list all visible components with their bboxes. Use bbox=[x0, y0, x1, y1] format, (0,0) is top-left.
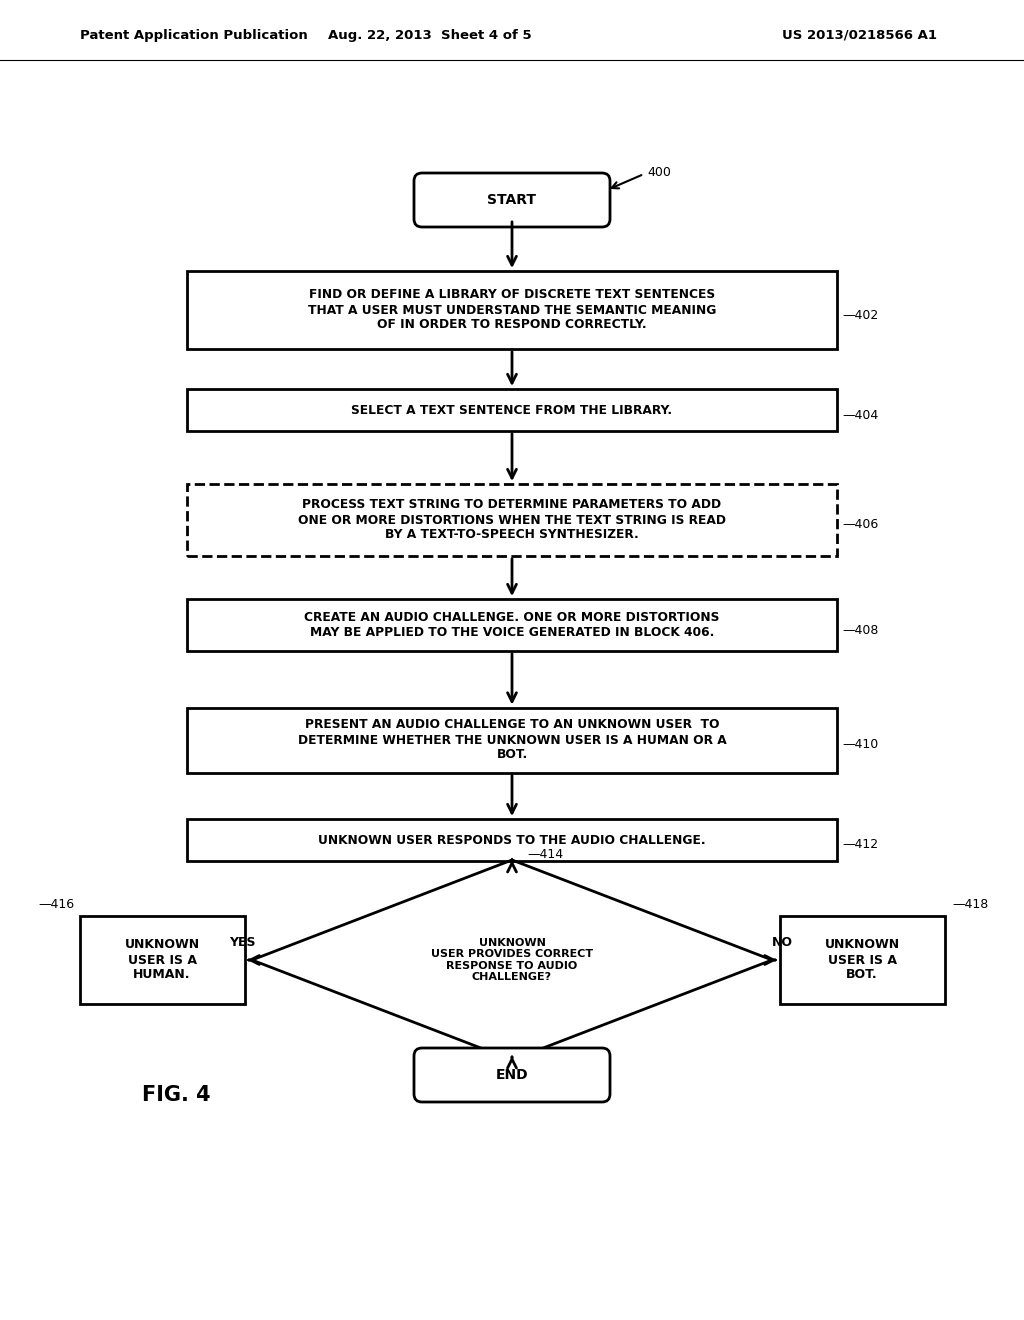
Text: SELECT A TEXT SENTENCE FROM THE LIBRARY.: SELECT A TEXT SENTENCE FROM THE LIBRARY. bbox=[351, 404, 673, 417]
Text: UNKNOWN
USER PROVIDES CORRECT
RESPONSE TO AUDIO
CHALLENGE?: UNKNOWN USER PROVIDES CORRECT RESPONSE T… bbox=[431, 937, 593, 982]
Text: —406: —406 bbox=[842, 519, 879, 532]
Bar bbox=[187, 271, 837, 348]
Text: US 2013/0218566 A1: US 2013/0218566 A1 bbox=[782, 29, 938, 41]
Text: —404: —404 bbox=[842, 408, 879, 421]
Text: —412: —412 bbox=[842, 838, 879, 851]
Text: —418: —418 bbox=[952, 898, 989, 911]
Bar bbox=[187, 599, 837, 651]
Text: PROCESS TEXT STRING TO DETERMINE PARAMETERS TO ADD
ONE OR MORE DISTORTIONS WHEN : PROCESS TEXT STRING TO DETERMINE PARAMET… bbox=[298, 499, 726, 541]
FancyBboxPatch shape bbox=[414, 1048, 610, 1102]
Text: UNKNOWN
USER IS A
HUMAN.: UNKNOWN USER IS A HUMAN. bbox=[125, 939, 200, 982]
Bar bbox=[187, 484, 837, 556]
Text: 400: 400 bbox=[647, 165, 671, 178]
Bar bbox=[187, 389, 837, 432]
Text: —408: —408 bbox=[842, 623, 879, 636]
Bar bbox=[779, 916, 944, 1005]
Text: —414: —414 bbox=[527, 849, 563, 862]
Text: YES: YES bbox=[228, 936, 255, 949]
Bar bbox=[187, 708, 837, 772]
Bar bbox=[80, 916, 245, 1005]
Text: UNKNOWN
USER IS A
BOT.: UNKNOWN USER IS A BOT. bbox=[824, 939, 899, 982]
Text: Patent Application Publication: Patent Application Publication bbox=[80, 29, 308, 41]
Text: —402: —402 bbox=[842, 309, 879, 322]
Bar bbox=[187, 818, 837, 861]
Text: —416: —416 bbox=[38, 898, 75, 911]
Text: END: END bbox=[496, 1068, 528, 1082]
Text: —410: —410 bbox=[842, 738, 879, 751]
Text: FIND OR DEFINE A LIBRARY OF DISCRETE TEXT SENTENCES
THAT A USER MUST UNDERSTAND : FIND OR DEFINE A LIBRARY OF DISCRETE TEX… bbox=[308, 289, 716, 331]
Polygon shape bbox=[252, 861, 772, 1060]
Text: NO: NO bbox=[771, 936, 793, 949]
Text: UNKNOWN USER RESPONDS TO THE AUDIO CHALLENGE.: UNKNOWN USER RESPONDS TO THE AUDIO CHALL… bbox=[318, 833, 706, 846]
Text: PRESENT AN AUDIO CHALLENGE TO AN UNKNOWN USER  TO
DETERMINE WHETHER THE UNKNOWN : PRESENT AN AUDIO CHALLENGE TO AN UNKNOWN… bbox=[298, 718, 726, 762]
Text: Aug. 22, 2013  Sheet 4 of 5: Aug. 22, 2013 Sheet 4 of 5 bbox=[328, 29, 531, 41]
Text: CREATE AN AUDIO CHALLENGE. ONE OR MORE DISTORTIONS
MAY BE APPLIED TO THE VOICE G: CREATE AN AUDIO CHALLENGE. ONE OR MORE D… bbox=[304, 611, 720, 639]
FancyBboxPatch shape bbox=[414, 173, 610, 227]
Text: FIG. 4: FIG. 4 bbox=[142, 1085, 211, 1105]
Text: START: START bbox=[487, 193, 537, 207]
